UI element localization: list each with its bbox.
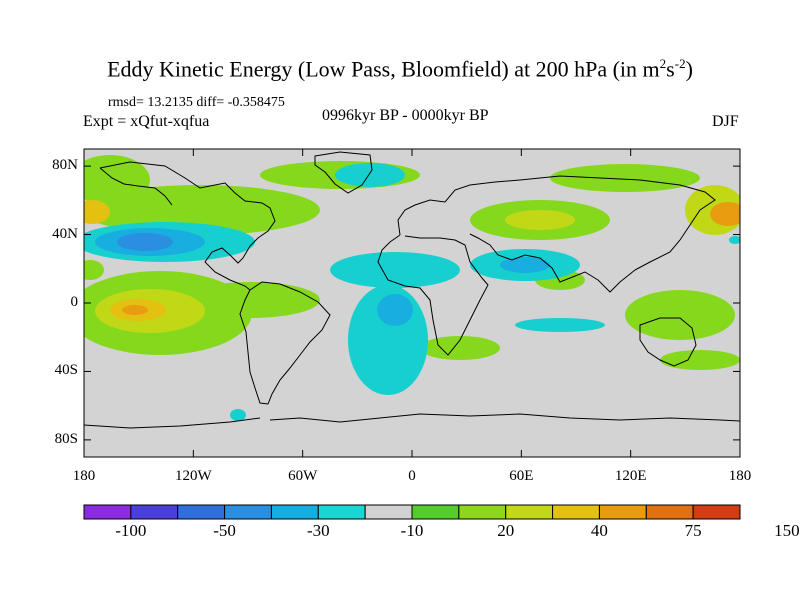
y-axis — [84, 165, 740, 441]
y-tick-label: 80N — [52, 157, 78, 174]
colorbar-swatch — [692, 504, 741, 520]
colorbar-label: -100 — [115, 521, 147, 540]
colorbar-label: 40 — [590, 521, 608, 540]
anomaly-region — [515, 318, 605, 332]
australia-outline — [639, 317, 697, 367]
x-tick-label: 120W — [174, 468, 212, 484]
antarctica-outline — [84, 413, 740, 429]
anomaly-region — [84, 200, 110, 224]
north-america-outline — [99, 161, 276, 291]
anomaly-region — [330, 252, 460, 288]
experiment-label: Expt = xQfut-xqfua — [83, 113, 210, 130]
colorbar-label: 150 — [774, 521, 800, 540]
x-tick-label: 0 — [408, 468, 416, 484]
anomaly-region — [84, 260, 104, 280]
alaska-outline — [99, 167, 173, 206]
anomaly-region — [420, 336, 500, 360]
x-tick-label: 180 — [728, 468, 752, 484]
colorbar-swatch — [364, 504, 413, 520]
colorbar-swatch — [270, 504, 319, 520]
y-tick-label: 40S — [54, 362, 78, 379]
anomaly-region — [660, 350, 740, 370]
y-tick-label: 40N — [52, 225, 78, 242]
colorbar-swatch — [224, 504, 272, 520]
colorbar-swatch — [411, 504, 460, 520]
coastlines — [84, 151, 740, 429]
colorbar-swatch — [83, 504, 132, 520]
x-tick-label: 120E — [614, 468, 647, 484]
anomaly-region — [505, 210, 575, 230]
anomaly-region — [377, 294, 413, 326]
asia-outline — [469, 175, 716, 293]
chart-title: Eddy Kinetic Energy (Low Pass, Bloomfiel… — [107, 56, 693, 82]
colorbar-swatch — [317, 504, 366, 520]
colorbar-swatch — [645, 504, 694, 520]
colorbar-swatch — [552, 504, 600, 520]
stats-label: rmsd= 13.2135 diff= -0.358475 — [108, 95, 285, 110]
greenland-outline — [314, 151, 373, 194]
colorbar-label: -30 — [306, 521, 330, 540]
x-tick-label: 60W — [288, 468, 318, 484]
anomaly-region — [122, 305, 148, 315]
anomaly-region — [729, 236, 740, 244]
x-tick-label: 180 — [72, 468, 96, 484]
colorbar-swatch — [130, 504, 179, 520]
europe-africa-outline — [377, 179, 521, 356]
anomaly-region — [500, 257, 550, 273]
colorbar-swatch — [458, 504, 507, 520]
colorbar-swatch — [177, 504, 226, 520]
colorbar-swatch — [598, 504, 647, 520]
colorbar-label: 20 — [497, 521, 515, 540]
anomaly-region — [84, 185, 320, 235]
period-label: 0996kyr BP - 0000kyr BP — [322, 107, 489, 124]
anomaly-region — [180, 282, 320, 318]
anomaly-region — [230, 409, 246, 421]
x-axis — [83, 149, 741, 457]
x-tick-label: 60E — [509, 468, 534, 484]
anomaly-region — [710, 202, 740, 226]
anomaly-region — [550, 164, 700, 192]
colorbar — [83, 504, 741, 520]
south-america-outline — [239, 281, 331, 405]
anomaly-region — [625, 290, 735, 340]
colorbar-label: -10 — [400, 521, 424, 540]
colorbar-label: 75 — [684, 521, 702, 540]
season-label: DJF — [712, 113, 739, 130]
anomaly-region — [335, 163, 405, 187]
y-tick-label: 80S — [54, 430, 78, 447]
anomaly-region — [117, 233, 173, 251]
y-tick-label: 0 — [70, 294, 79, 310]
colorbar-label: -50 — [213, 521, 236, 540]
colorbar-swatch — [505, 504, 554, 520]
